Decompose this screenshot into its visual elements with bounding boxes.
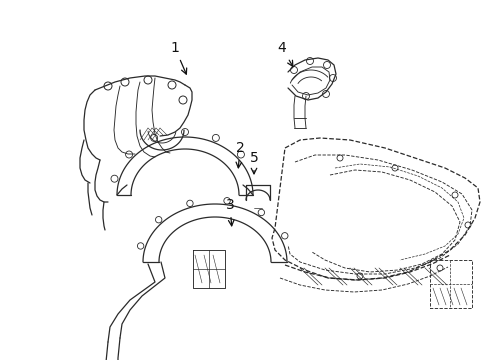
Text: 1: 1 (170, 41, 186, 74)
Text: 2: 2 (235, 141, 244, 168)
Text: 4: 4 (277, 41, 292, 66)
Text: 3: 3 (225, 198, 234, 226)
Text: 5: 5 (249, 151, 258, 174)
